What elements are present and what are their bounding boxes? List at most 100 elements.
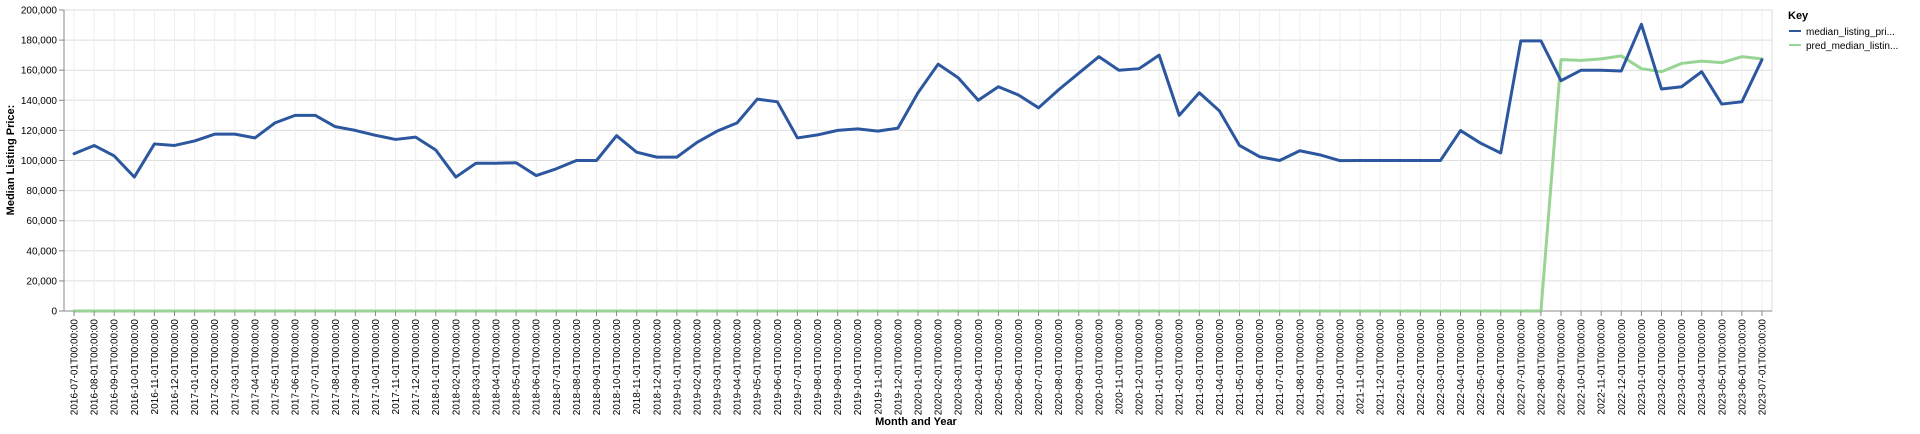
y-tick-label: 160,000 <box>21 66 58 77</box>
x-tick-label: 2022-11-01T00:00:00 <box>1597 319 1608 415</box>
x-tick-label: 2017-10-01T00:00:00 <box>371 319 382 416</box>
x-tick-label: 2018-03-01T00:00:00 <box>471 319 482 416</box>
x-tick-label: 2019-06-01T00:00:00 <box>773 319 784 416</box>
x-tick-label: 2017-09-01T00:00:00 <box>351 319 362 416</box>
x-tick-label: 2019-09-01T00:00:00 <box>833 319 844 416</box>
x-tick-label: 2023-05-01T00:00:00 <box>1717 319 1728 416</box>
x-tick-label: 2022-01-01T00:00:00 <box>1396 319 1407 416</box>
x-tick-label: 2022-10-01T00:00:00 <box>1577 319 1588 416</box>
legend-label-series-1: median_listing_pri... <box>1806 27 1895 38</box>
y-tick-label: 20,000 <box>26 276 57 287</box>
x-tick-label: 2022-04-01T00:00:00 <box>1456 319 1467 416</box>
x-tick-label: 2018-02-01T00:00:00 <box>451 319 462 416</box>
x-tick-label: 2016-12-01T00:00:00 <box>170 319 181 416</box>
x-tick-label: 2018-07-01T00:00:00 <box>552 319 563 416</box>
x-tick-label: 2017-12-01T00:00:00 <box>411 319 422 416</box>
x-tick-label: 2021-10-01T00:00:00 <box>1335 319 1346 416</box>
x-tick-label: 2023-07-01T00:00:00 <box>1757 319 1768 416</box>
x-tick-label: 2021-11-01T00:00:00 <box>1356 319 1367 415</box>
x-tick-label: 2022-09-01T00:00:00 <box>1557 319 1568 416</box>
x-tick-label: 2017-07-01T00:00:00 <box>311 319 322 416</box>
x-tick-label: 2018-01-01T00:00:00 <box>431 319 442 416</box>
x-tick-label: 2022-03-01T00:00:00 <box>1436 319 1447 416</box>
x-tick-label: 2017-08-01T00:00:00 <box>331 319 342 416</box>
x-tick-label: 2020-11-01T00:00:00 <box>1114 319 1125 415</box>
x-tick-label: 2018-06-01T00:00:00 <box>532 319 543 416</box>
y-tick-label: 0 <box>51 307 57 318</box>
x-tick-label: 2016-07-01T00:00:00 <box>70 319 81 416</box>
x-tick-label: 2021-05-01T00:00:00 <box>1235 319 1246 416</box>
x-tick-label: 2018-04-01T00:00:00 <box>492 319 503 416</box>
x-tick-label: 2021-03-01T00:00:00 <box>1195 319 1206 416</box>
x-tick-label: 2023-01-01T00:00:00 <box>1637 319 1648 416</box>
x-tick-label: 2021-07-01T00:00:00 <box>1275 319 1286 416</box>
x-tick-label: 2023-06-01T00:00:00 <box>1737 319 1748 416</box>
x-tick-label: 2020-02-01T00:00:00 <box>934 319 945 416</box>
legend-label-series-2: pred_median_listin... <box>1806 41 1898 52</box>
x-tick-label: 2020-03-01T00:00:00 <box>954 319 965 416</box>
x-tick-label: 2018-08-01T00:00:00 <box>572 319 583 416</box>
x-tick-label: 2019-01-01T00:00:00 <box>672 319 683 416</box>
x-tick-label: 2016-09-01T00:00:00 <box>110 319 121 416</box>
series-line-1 <box>72 22 1764 179</box>
x-tick-label: 2019-07-01T00:00:00 <box>793 319 804 416</box>
x-tick-label: 2019-02-01T00:00:00 <box>692 319 703 416</box>
x-tick-label: 2019-03-01T00:00:00 <box>713 319 724 416</box>
x-tick-label: 2023-02-01T00:00:00 <box>1657 319 1668 416</box>
x-tick-label: 2018-09-01T00:00:00 <box>592 319 603 416</box>
x-tick-label: 2020-06-01T00:00:00 <box>1014 319 1025 416</box>
y-tick-label: 60,000 <box>26 216 57 227</box>
x-tick-label: 2017-01-01T00:00:00 <box>190 319 201 416</box>
y-tick-label: 100,000 <box>21 156 58 167</box>
x-tick-label: 2021-01-01T00:00:00 <box>1155 319 1166 416</box>
x-tick-label: 2021-12-01T00:00:00 <box>1376 319 1387 416</box>
y-tick-label: 200,000 <box>21 6 58 17</box>
x-tick-label: 2020-12-01T00:00:00 <box>1135 319 1146 416</box>
x-tick-label: 2017-06-01T00:00:00 <box>291 319 302 416</box>
x-tick-label: 2019-10-01T00:00:00 <box>853 319 864 416</box>
x-tick-label: 2018-10-01T00:00:00 <box>612 319 623 416</box>
y-tick-label: 40,000 <box>26 246 57 257</box>
y-axis: 0 20,000 40,000 60,000 80,000 100,000 120,000 1… <box>21 6 64 318</box>
x-tick-label: 2021-06-01T00:00:00 <box>1255 319 1266 416</box>
x-tick-label: 2021-09-01T00:00:00 <box>1315 319 1326 416</box>
x-tick-label: 2022-02-01T00:00:00 <box>1416 319 1427 416</box>
x-tick-label: 2023-04-01T00:00:00 <box>1697 319 1708 416</box>
x-tick-label: 2016-10-01T00:00:00 <box>130 319 141 416</box>
x-tick-label: 2020-04-01T00:00:00 <box>974 319 985 416</box>
legend-title: Key <box>1788 10 1809 22</box>
x-tick-label: 2018-11-01T00:00:00 <box>632 319 643 415</box>
x-tick-label: 2020-07-01T00:00:00 <box>1034 319 1045 416</box>
x-tick-label: 2022-07-01T00:00:00 <box>1516 319 1527 416</box>
x-tick-label: 2021-02-01T00:00:00 <box>1175 319 1186 416</box>
x-tick-label: 2019-08-01T00:00:00 <box>813 319 824 416</box>
x-tick-label: 2018-12-01T00:00:00 <box>652 319 663 416</box>
x-tick-label: 2022-06-01T00:00:00 <box>1496 319 1507 416</box>
x-tick-label: 2017-11-01T00:00:00 <box>391 319 402 415</box>
x-tick-label: 2020-01-01T00:00:00 <box>914 319 925 416</box>
x-tick-label: 2020-10-01T00:00:00 <box>1094 319 1105 416</box>
x-tick-label: 2022-05-01T00:00:00 <box>1476 319 1487 416</box>
x-tick-label: 2019-11-01T00:00:00 <box>873 319 884 415</box>
x-tick-label: 2020-05-01T00:00:00 <box>994 319 1005 416</box>
x-tick-label: 2019-05-01T00:00:00 <box>753 319 764 416</box>
x-tick-label: 2022-12-01T00:00:00 <box>1617 319 1628 416</box>
x-tick-label: 2017-04-01T00:00:00 <box>250 319 261 416</box>
legend: Key median_listing_pri... pred_median_li… <box>1788 10 1898 52</box>
x-axis: 2016-07-01T00:00:00 2016-08-01T00:00:00 20… <box>70 311 1768 416</box>
y-tick-label: 80,000 <box>26 186 57 197</box>
x-tick-label: 2021-04-01T00:00:00 <box>1215 319 1226 416</box>
x-tick-label: 2019-04-01T00:00:00 <box>733 319 744 416</box>
x-tick-label: 2017-02-01T00:00:00 <box>210 319 221 416</box>
x-tick-label: 2019-12-01T00:00:00 <box>893 319 904 416</box>
x-tick-label: 2020-08-01T00:00:00 <box>1054 319 1065 416</box>
x-tick-label: 2020-09-01T00:00:00 <box>1074 319 1085 416</box>
y-tick-label: 140,000 <box>21 96 58 107</box>
y-tick-label: 180,000 <box>21 36 58 47</box>
x-tick-label: 2023-03-01T00:00:00 <box>1677 319 1688 416</box>
x-tick-label: 2016-08-01T00:00:00 <box>90 319 101 416</box>
y-axis-title: Median Listing Price: <box>5 105 17 216</box>
x-tick-label: 2021-08-01T00:00:00 <box>1295 319 1306 416</box>
x-tick-label: 2017-05-01T00:00:00 <box>270 319 281 416</box>
